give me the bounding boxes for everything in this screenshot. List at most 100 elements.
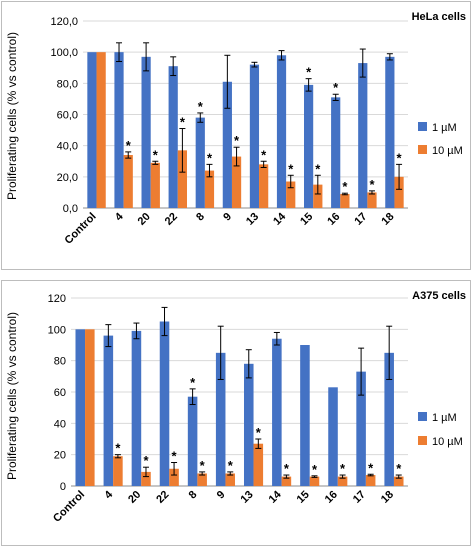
bar-10uM <box>286 181 296 208</box>
significance-star: * <box>342 179 348 194</box>
bar-10uM <box>253 443 264 486</box>
bar-1uM <box>356 371 366 486</box>
significance-star: * <box>340 461 346 476</box>
bar-10uM <box>141 471 151 486</box>
bar-1uM <box>276 55 287 209</box>
bar-1uM <box>358 63 368 209</box>
significance-star: * <box>207 150 213 165</box>
legend-label-10uM: 10 µM <box>432 436 463 448</box>
bar-1uM <box>331 97 341 208</box>
bar-1uM <box>304 84 314 208</box>
y-tick-label: 100,0 <box>50 47 78 59</box>
a375-chart-panel: A375 cells Proliferating cells (% vs con… <box>1 280 471 546</box>
bar-10uM <box>337 476 348 486</box>
bar-1uM <box>141 56 151 208</box>
bar-10uM <box>123 155 133 208</box>
y-tick-label: 40,0 <box>57 141 78 153</box>
x-tick-label: 18 <box>379 211 396 228</box>
y-tick-label: 40 <box>54 418 66 430</box>
x-tick-label: Control <box>63 211 99 247</box>
significance-star: * <box>315 161 321 176</box>
significance-star: * <box>396 461 402 476</box>
y-axis-label: Proliferating cells (% vs control) <box>5 312 19 480</box>
bar-1uM <box>195 117 205 208</box>
bar-1uM <box>114 52 124 208</box>
bar-10uM <box>169 468 179 486</box>
plot-area: 0,0 20,0 40,0 60,0 80,0 100,0 120,0 Control * 4 * 2… <box>50 16 408 247</box>
bar-1uM <box>215 352 226 486</box>
bar-10uM <box>393 476 404 486</box>
significance-star: * <box>333 80 339 95</box>
significance-star: * <box>198 99 204 114</box>
hela-chart-panel: HeLa cells Proliferating cells (% vs con… <box>1 1 471 270</box>
y-tick-label: 60 <box>54 387 66 399</box>
x-tick-label: 14 <box>267 488 285 506</box>
x-tick-label: 16 <box>325 211 342 228</box>
bar-1uM <box>103 335 114 486</box>
bar-1uM <box>75 329 86 486</box>
legend-label-1uM: 1 µM <box>432 122 457 134</box>
bar-1uM <box>168 66 178 208</box>
legend-swatch-10uM <box>418 436 427 445</box>
y-tick-label: 20 <box>54 450 66 462</box>
x-tick-label: 9 <box>221 211 234 224</box>
significance-star: * <box>180 115 186 130</box>
bar-10uM <box>313 184 323 208</box>
bar-10uM <box>281 476 292 486</box>
x-tick-label: 13 <box>239 489 256 506</box>
bar-10uM <box>340 193 350 208</box>
x-tick-label: 8 <box>187 489 200 502</box>
y-tick-label: 80,0 <box>57 78 78 90</box>
significance-star: * <box>115 441 121 456</box>
significance-star: * <box>200 458 206 473</box>
y-tick-label: 0 <box>60 481 66 493</box>
bar-1uM <box>385 56 395 208</box>
significance-star: * <box>261 147 267 162</box>
x-tick-label: 17 <box>351 489 368 506</box>
bar-1uM <box>87 52 97 208</box>
x-tick-label: 20 <box>136 211 153 228</box>
bar-1uM <box>131 330 142 486</box>
x-tick-label: 9 <box>215 489 228 502</box>
bar-1uM <box>187 396 198 486</box>
significance-star: * <box>312 462 318 477</box>
x-tick-label: 13 <box>244 211 261 228</box>
x-tick-label: 15 <box>295 489 312 506</box>
significance-star: * <box>153 147 159 162</box>
significance-star: * <box>369 177 375 192</box>
x-tick-label: 17 <box>352 211 369 228</box>
legend: 1 µM 10 µM <box>418 412 463 448</box>
x-tick-label: 20 <box>126 489 143 506</box>
significance-star: * <box>126 138 132 153</box>
bar-10uM <box>96 52 106 208</box>
x-tick-label: 4 <box>113 210 126 223</box>
bar-10uM <box>309 476 320 486</box>
x-tick-label: 18 <box>379 489 396 506</box>
bar-10uM <box>394 176 404 208</box>
bar-1uM <box>159 321 170 486</box>
bar-1uM <box>384 352 394 486</box>
chart-title: A375 cells <box>412 290 466 302</box>
bar-10uM <box>231 156 242 208</box>
significance-star: * <box>234 133 240 148</box>
significance-star: * <box>228 458 234 473</box>
y-tick-label: 100 <box>48 324 66 336</box>
bar-10uM <box>85 329 95 486</box>
bar-10uM <box>197 473 207 486</box>
bar-10uM <box>259 164 269 208</box>
plot-area: 020406080100120Control*4*20*22**8*9*13*1… <box>48 293 408 525</box>
y-tick-label: 20,0 <box>57 172 78 184</box>
x-tick-label: 15 <box>298 211 315 228</box>
legend: 1 µM 10 µM <box>418 122 463 157</box>
significance-star: * <box>284 461 290 476</box>
a375-chart: A375 cells Proliferating cells (% vs con… <box>5 290 466 525</box>
bar-10uM <box>204 170 215 208</box>
x-tick-label: 16 <box>323 489 340 506</box>
x-tick-label: 4 <box>102 488 115 501</box>
x-tick-label: 22 <box>163 211 180 228</box>
significance-star: * <box>306 65 312 80</box>
x-tick-label: 8 <box>194 211 207 224</box>
significance-star: * <box>172 449 178 464</box>
chart-title: HeLa cells <box>412 11 466 23</box>
significance-star: * <box>256 425 262 440</box>
